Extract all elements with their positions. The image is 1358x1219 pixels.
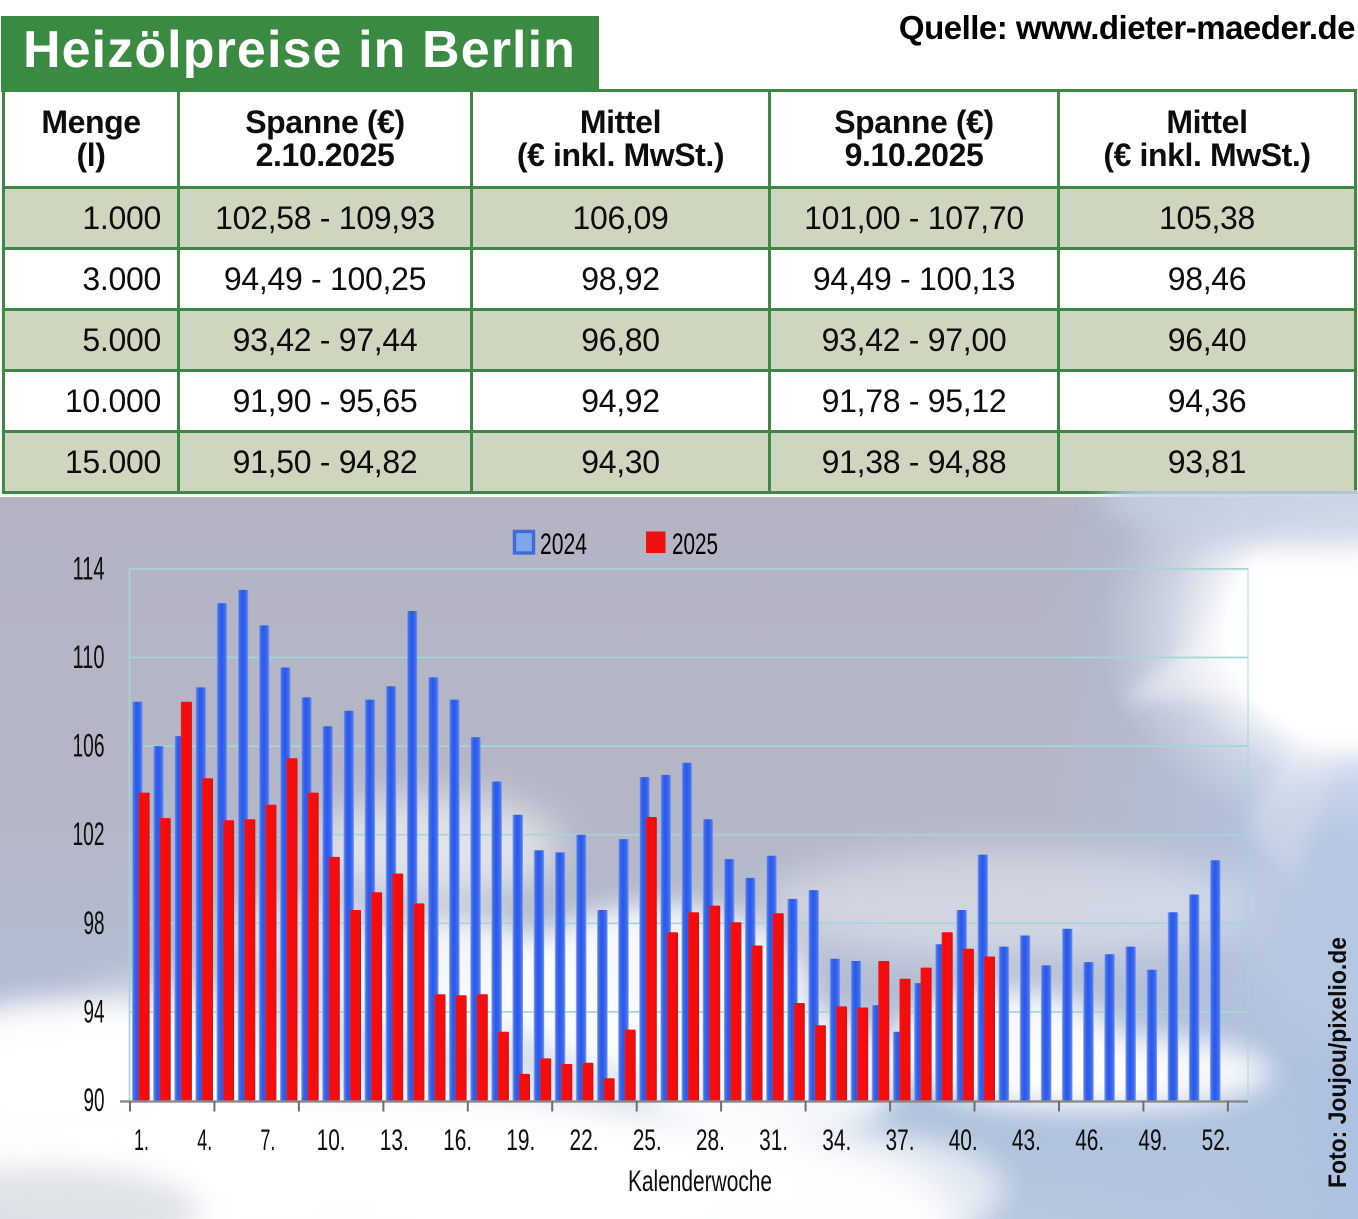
- svg-text:94: 94: [84, 993, 105, 1029]
- svg-text:22.: 22.: [570, 1124, 599, 1157]
- svg-text:19.: 19.: [506, 1124, 535, 1157]
- svg-text:4.: 4.: [197, 1124, 212, 1157]
- svg-text:114: 114: [73, 550, 105, 586]
- svg-text:25.: 25.: [633, 1124, 662, 1157]
- svg-text:43.: 43.: [1012, 1124, 1041, 1157]
- svg-text:52.: 52.: [1202, 1124, 1231, 1157]
- svg-text:90: 90: [84, 1082, 105, 1118]
- svg-text:37.: 37.: [886, 1124, 915, 1157]
- svg-text:1.: 1.: [134, 1124, 149, 1157]
- svg-text:10.: 10.: [317, 1124, 346, 1157]
- svg-text:46.: 46.: [1075, 1124, 1104, 1157]
- svg-text:110: 110: [73, 639, 105, 675]
- svg-text:2025: 2025: [672, 528, 718, 561]
- svg-text:31.: 31.: [759, 1124, 788, 1157]
- svg-text:2024: 2024: [540, 528, 587, 561]
- svg-text:40.: 40.: [949, 1124, 978, 1157]
- svg-text:34.: 34.: [822, 1124, 851, 1157]
- svg-text:16.: 16.: [443, 1124, 472, 1157]
- svg-text:Kalenderwoche: Kalenderwoche: [628, 1165, 772, 1198]
- svg-text:Foto: Joujou/pixelio.de: Foto: Joujou/pixelio.de: [1324, 937, 1352, 1188]
- svg-text:102: 102: [73, 816, 105, 852]
- svg-text:98: 98: [84, 905, 105, 941]
- svg-text:7.: 7.: [260, 1124, 275, 1157]
- svg-text:13.: 13.: [380, 1124, 409, 1157]
- svg-text:28.: 28.: [696, 1124, 725, 1157]
- svg-text:49.: 49.: [1138, 1124, 1167, 1157]
- svg-text:106: 106: [73, 728, 105, 764]
